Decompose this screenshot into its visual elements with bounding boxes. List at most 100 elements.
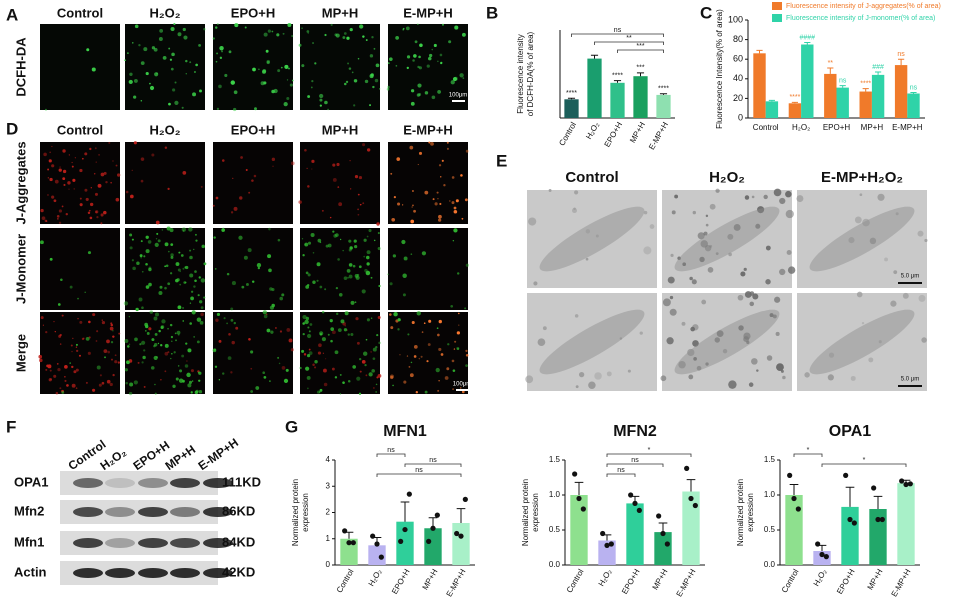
data-point: [684, 465, 690, 471]
speckle: [94, 192, 98, 196]
speckle: [317, 351, 322, 355]
micrograph: [527, 190, 657, 288]
x-tick-label: MP+H: [651, 567, 670, 591]
speckle: [190, 296, 194, 301]
speckle: [454, 340, 457, 343]
speckle: [306, 375, 311, 380]
speckle: [189, 61, 192, 64]
speckle: [716, 330, 724, 338]
micrograph: [388, 312, 468, 394]
speckle: [250, 367, 253, 370]
speckle: [270, 330, 274, 334]
speckle: [862, 218, 870, 227]
speckle: [104, 356, 106, 359]
speckle: [128, 79, 133, 85]
blot-band: [138, 478, 168, 488]
speckle: [331, 330, 336, 335]
speckle: [334, 376, 338, 379]
speckle: [311, 168, 313, 170]
speckle: [173, 22, 176, 26]
error-bar: [862, 88, 869, 92]
speckle: [310, 86, 313, 89]
speckle: [276, 33, 280, 37]
speckle: [257, 267, 260, 270]
speckle: [262, 371, 266, 375]
speckle: [171, 52, 175, 57]
blot-band: [203, 507, 233, 517]
speckle: [197, 294, 200, 297]
bar: [587, 58, 602, 118]
speckle: [312, 280, 316, 285]
speckle: [437, 333, 440, 337]
speckle: [412, 59, 415, 62]
speckle: [263, 81, 267, 85]
error-bar: [804, 42, 811, 45]
speckle: [72, 178, 76, 182]
speckle: [774, 296, 781, 303]
speckle: [44, 219, 47, 223]
speckle: [230, 371, 233, 374]
speckle: [214, 365, 218, 368]
speckle: [172, 88, 176, 92]
speckle: [62, 149, 66, 153]
y-tick-label: 20: [733, 93, 743, 103]
data-point: [851, 520, 857, 526]
speckle: [87, 251, 91, 255]
speckle: [701, 299, 707, 305]
speckle: [772, 314, 777, 319]
error-bar: [456, 508, 466, 523]
speckle: [159, 28, 164, 33]
speckle: [324, 100, 328, 105]
speckle: [453, 228, 458, 233]
speckle: [743, 336, 750, 343]
speckle: [902, 292, 909, 299]
speckle: [370, 317, 373, 319]
blot-band: [73, 568, 103, 578]
speckle: [161, 319, 166, 324]
speckle: [412, 190, 414, 192]
bar: [801, 44, 814, 118]
speckle: [278, 362, 281, 365]
speckle: [174, 81, 177, 84]
speckle: [164, 146, 168, 149]
speckle: [182, 27, 186, 32]
speckle: [401, 239, 406, 245]
speckle: [715, 252, 719, 256]
speckle: [181, 227, 187, 232]
speckle: [325, 244, 329, 248]
speckle: [193, 71, 196, 73]
speckle: [356, 273, 360, 277]
speckle: [86, 48, 90, 52]
comparison-label: **: [626, 35, 632, 42]
speckle: [157, 239, 161, 243]
x-tick-label: EPO+H: [620, 567, 642, 595]
speckle: [186, 372, 191, 378]
speckle: [697, 232, 705, 240]
speckle: [619, 337, 623, 340]
speckle: [323, 368, 327, 373]
speckle: [456, 346, 460, 350]
bar: [340, 538, 358, 565]
speckle: [430, 141, 434, 146]
speckle: [369, 104, 371, 107]
speckle: [98, 383, 102, 387]
error-bar: [658, 522, 668, 533]
speckle: [153, 47, 158, 52]
micrograph: [125, 228, 205, 310]
data-point: [580, 506, 586, 512]
speckle: [129, 72, 133, 76]
speckle: [201, 244, 206, 249]
speckle: [269, 305, 275, 310]
speckle: [134, 24, 139, 29]
micrograph: [527, 293, 657, 391]
speckle: [428, 141, 431, 144]
speckle: [143, 385, 146, 388]
significance-label: ns: [897, 51, 905, 58]
speckle: [332, 178, 337, 182]
speckle: [375, 346, 378, 349]
y-tick-label: 1.0: [764, 490, 776, 499]
speckle: [96, 330, 99, 333]
significance-label: ns: [910, 84, 918, 91]
panel-label: E: [496, 151, 507, 170]
speckle: [118, 332, 121, 335]
